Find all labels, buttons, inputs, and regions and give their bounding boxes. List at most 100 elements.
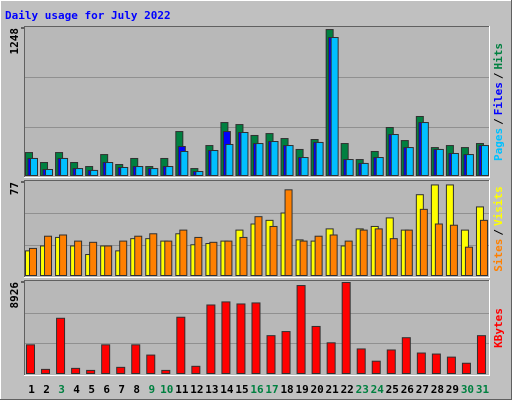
bar xyxy=(330,37,339,177)
legend-entry: Visits xyxy=(492,186,505,226)
x-tick-label: 20 xyxy=(311,383,324,396)
bar xyxy=(161,369,171,375)
bar xyxy=(401,337,411,374)
bar xyxy=(480,145,489,177)
legend: Sites / Visits xyxy=(492,186,505,272)
bar xyxy=(251,302,261,374)
x-tick-label: 10 xyxy=(160,383,173,396)
chart-title: Daily usage for July 2022 xyxy=(5,9,171,22)
bar xyxy=(344,240,353,276)
x-tick-label: 3 xyxy=(58,383,65,396)
y-tick-label: 77 xyxy=(8,182,21,195)
bar xyxy=(420,122,429,176)
x-tick-label: 19 xyxy=(295,383,308,396)
bar xyxy=(326,342,336,374)
x-tick-label: 14 xyxy=(220,383,234,396)
bar xyxy=(239,236,248,276)
x-tick-label: 18 xyxy=(280,383,293,396)
x-tick-label: 21 xyxy=(326,383,340,396)
bar xyxy=(131,344,141,375)
bar xyxy=(360,162,369,176)
legend-separator: / xyxy=(492,72,505,79)
bar xyxy=(341,282,351,374)
bar xyxy=(135,166,144,177)
legend-entry: Hits xyxy=(492,43,505,70)
bar xyxy=(281,331,291,374)
bar xyxy=(419,208,428,277)
bar xyxy=(224,240,233,276)
bar xyxy=(150,168,159,177)
x-tick-label: 1 xyxy=(28,383,35,396)
bar xyxy=(45,169,54,176)
bar xyxy=(206,304,216,374)
bar xyxy=(254,216,263,277)
bar xyxy=(120,166,129,177)
bar xyxy=(405,147,414,176)
bar xyxy=(59,234,68,276)
bar xyxy=(116,366,126,374)
bar xyxy=(41,368,51,375)
legend: Pages / Files / Hits xyxy=(492,43,505,161)
bar xyxy=(435,148,444,176)
legend-entry: KBytes xyxy=(492,308,505,348)
bar xyxy=(461,362,471,374)
bar xyxy=(195,171,204,176)
bar xyxy=(359,229,368,276)
bar xyxy=(104,245,113,276)
bar xyxy=(209,241,218,276)
x-tick-label: 23 xyxy=(356,383,369,396)
x-tick-label: 11 xyxy=(175,383,189,396)
bar xyxy=(389,238,398,276)
bar xyxy=(270,141,279,176)
bar xyxy=(446,356,456,374)
bar xyxy=(134,235,143,276)
bar xyxy=(266,335,276,375)
legend: KBytes xyxy=(492,308,505,348)
x-tick-label: 31 xyxy=(476,383,490,396)
bar xyxy=(240,132,249,176)
legend-entry: Pages xyxy=(492,128,505,161)
x-tick-label: 12 xyxy=(190,383,203,396)
bar xyxy=(314,235,323,276)
bar xyxy=(60,157,69,177)
x-tick-label: 29 xyxy=(446,383,459,396)
bar xyxy=(164,240,173,276)
bar xyxy=(180,150,189,177)
bar xyxy=(149,233,158,276)
bar xyxy=(311,325,321,374)
bar xyxy=(221,301,231,374)
x-tick-label: 24 xyxy=(371,383,385,396)
bar xyxy=(236,303,246,374)
bar xyxy=(29,247,37,276)
x-tick-label: 4 xyxy=(73,383,80,396)
bar xyxy=(299,240,308,276)
x-tick-label: 7 xyxy=(118,383,125,396)
bar xyxy=(296,285,306,375)
bar xyxy=(71,367,81,374)
x-tick-label: 25 xyxy=(386,383,399,396)
x-tick-label: 8 xyxy=(133,383,140,396)
bar xyxy=(476,335,486,375)
x-tick-label: 16 xyxy=(250,383,264,396)
x-tick-label: 27 xyxy=(416,383,429,396)
bar xyxy=(284,189,293,276)
x-tick-label: 26 xyxy=(401,383,415,396)
legend-separator: / xyxy=(492,118,505,125)
bar xyxy=(90,169,99,176)
bar xyxy=(431,353,441,374)
bar xyxy=(146,354,156,374)
bar xyxy=(30,157,38,177)
x-tick-label: 9 xyxy=(148,383,155,396)
legend-entry: Files xyxy=(492,82,505,115)
bar xyxy=(101,344,111,375)
y-tick-label: 1248 xyxy=(8,28,21,55)
bar xyxy=(434,223,443,277)
bar xyxy=(210,150,219,176)
bar xyxy=(176,316,186,374)
bar xyxy=(465,154,474,176)
x-tick-label: 22 xyxy=(341,383,354,396)
bar xyxy=(74,240,83,276)
bar xyxy=(225,143,234,177)
bar xyxy=(165,166,174,177)
